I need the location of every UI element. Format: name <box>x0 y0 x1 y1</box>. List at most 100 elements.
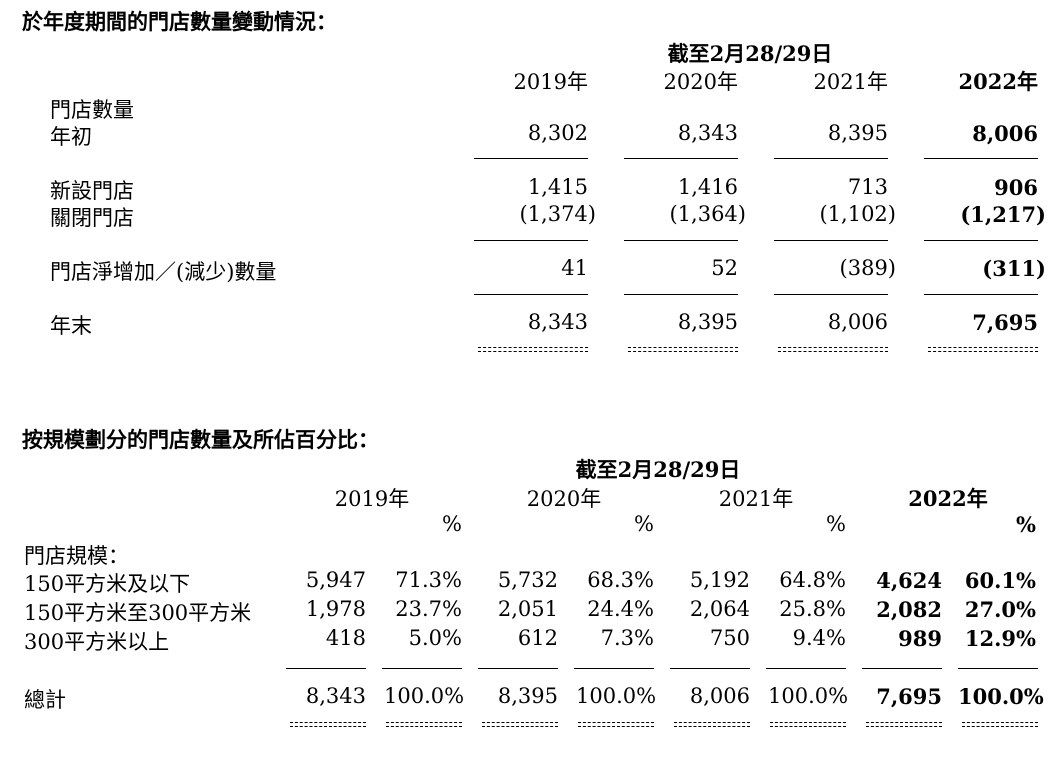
row-label-total: 總計 <box>24 688 66 712</box>
cell-medium-2021-count: 2,064 <box>689 597 750 621</box>
cell-small-2021-count: 5,192 <box>689 568 750 592</box>
double-rule <box>290 722 366 727</box>
double-rule <box>962 722 1038 727</box>
cell-medium-2019-count: 1,978 <box>305 597 366 621</box>
cell-closed-2021: (1,102) <box>819 202 896 226</box>
cell-total-2022-count: 7,695 <box>876 684 942 709</box>
cell-small-2022-count: 4,624 <box>876 568 942 593</box>
section1-group-label: 門店數量 <box>50 98 134 122</box>
rule <box>474 158 588 159</box>
cell-closed-2020: (1,364) <box>669 202 746 226</box>
cell-large-2022-pct: 12.9% <box>964 626 1036 651</box>
rule <box>924 158 1038 159</box>
double-rule <box>778 347 888 352</box>
cell-closed-2019: (1,374) <box>519 202 596 226</box>
section2-group-label: 門店規模： <box>24 544 129 568</box>
cell-medium-2021-pct: 25.8% <box>779 597 846 621</box>
rule <box>670 668 750 669</box>
rule <box>924 240 1038 241</box>
cell-small-2020-count: 5,732 <box>497 568 558 592</box>
double-rule <box>386 722 462 727</box>
cell-net-2020: 52 <box>711 256 738 280</box>
double-rule <box>674 722 750 727</box>
row-label-opening: 年初 <box>50 125 92 149</box>
cell-large-2020-pct: 7.3% <box>600 626 654 650</box>
rule <box>624 240 738 241</box>
section2-year-2020: 2020年 <box>526 487 602 511</box>
rule <box>624 294 738 295</box>
double-rule <box>770 722 846 727</box>
cell-opening-2019: 8,302 <box>527 121 588 145</box>
cell-medium-2022-pct: 27.0% <box>964 597 1036 622</box>
cell-medium-2019-pct: 23.7% <box>395 597 462 621</box>
rule <box>474 294 588 295</box>
section1-period-header: 截至2月28/29日 <box>667 41 833 66</box>
section1-year-2022: 2022年 <box>958 69 1038 94</box>
percent-header-2019: % <box>442 512 462 536</box>
cell-total-2021-count: 8,006 <box>689 684 750 708</box>
cell-net-2019: 41 <box>561 256 588 280</box>
cell-small-2019-pct: 71.3% <box>395 568 462 592</box>
cell-closing-2019: 8,343 <box>527 310 588 334</box>
cell-net-2021: (389) <box>839 256 896 280</box>
rule <box>862 668 942 669</box>
double-rule <box>578 722 654 727</box>
cell-opening-2022: 8,006 <box>972 121 1038 146</box>
cell-total-2020-pct: 100.0% <box>576 684 657 708</box>
rule <box>382 668 462 669</box>
cell-medium-2020-pct: 24.4% <box>587 597 654 621</box>
rule <box>924 294 1038 295</box>
cell-new-2020: 1,416 <box>677 175 738 199</box>
cell-large-2019-pct: 5.0% <box>408 626 462 650</box>
cell-net-2022: (311) <box>982 256 1046 281</box>
section1-year-2019: 2019年 <box>513 70 588 94</box>
cell-new-2021: 713 <box>847 175 888 199</box>
row-label-new-stores: 新設門店 <box>50 179 134 203</box>
cell-large-2021-pct: 9.4% <box>792 626 846 650</box>
cell-total-2020-count: 8,395 <box>497 684 558 708</box>
cell-small-2022-pct: 60.1% <box>964 568 1036 593</box>
rule <box>474 240 588 241</box>
rule <box>774 240 888 241</box>
cell-large-2021-count: 750 <box>709 626 750 650</box>
section2-year-2021: 2021年 <box>718 487 794 511</box>
cell-medium-2020-count: 2,051 <box>497 597 558 621</box>
section2-period-header: 截至2月28/29日 <box>575 457 741 482</box>
percent-header-2020: % <box>634 512 654 536</box>
row-label-size-large: 300平方米以上 <box>24 630 170 654</box>
section2-year-2022: 2022年 <box>908 486 988 511</box>
row-label-size-small: 150平方米及以下 <box>24 572 191 596</box>
percent-header-2021: % <box>826 512 846 536</box>
rule <box>766 668 846 669</box>
cell-large-2020-count: 612 <box>517 626 558 650</box>
double-rule <box>478 347 588 352</box>
double-rule <box>928 347 1038 352</box>
double-rule <box>866 722 942 727</box>
row-label-size-medium: 150平方米至300平方米 <box>24 601 252 625</box>
section1-title: 於年度期間的門店數量變動情況： <box>22 10 337 34</box>
cell-total-2019-count: 8,343 <box>305 684 366 708</box>
rule <box>774 294 888 295</box>
rule <box>624 158 738 159</box>
rule <box>574 668 654 669</box>
row-label-closing: 年末 <box>50 314 92 338</box>
section1-year-2021: 2021年 <box>813 70 888 94</box>
rule <box>774 158 888 159</box>
section1-year-2020: 2020年 <box>663 70 738 94</box>
percent-header-2022: % <box>1016 512 1036 537</box>
row-label-closed-stores: 關閉門店 <box>50 206 134 230</box>
cell-small-2020-pct: 68.3% <box>587 568 654 592</box>
double-rule <box>628 347 738 352</box>
cell-opening-2021: 8,395 <box>827 121 888 145</box>
cell-total-2019-pct: 100.0% <box>384 684 465 708</box>
cell-closing-2021: 8,006 <box>827 310 888 334</box>
cell-new-2022: 906 <box>994 175 1038 200</box>
rule <box>286 668 366 669</box>
rule <box>958 668 1038 669</box>
rule <box>478 668 558 669</box>
cell-total-2022-pct: 100.0% <box>958 684 1044 709</box>
cell-new-2019: 1,415 <box>527 175 588 199</box>
double-rule <box>482 722 558 727</box>
cell-closed-2022: (1,217) <box>960 202 1046 227</box>
cell-small-2019-count: 5,947 <box>305 568 366 592</box>
